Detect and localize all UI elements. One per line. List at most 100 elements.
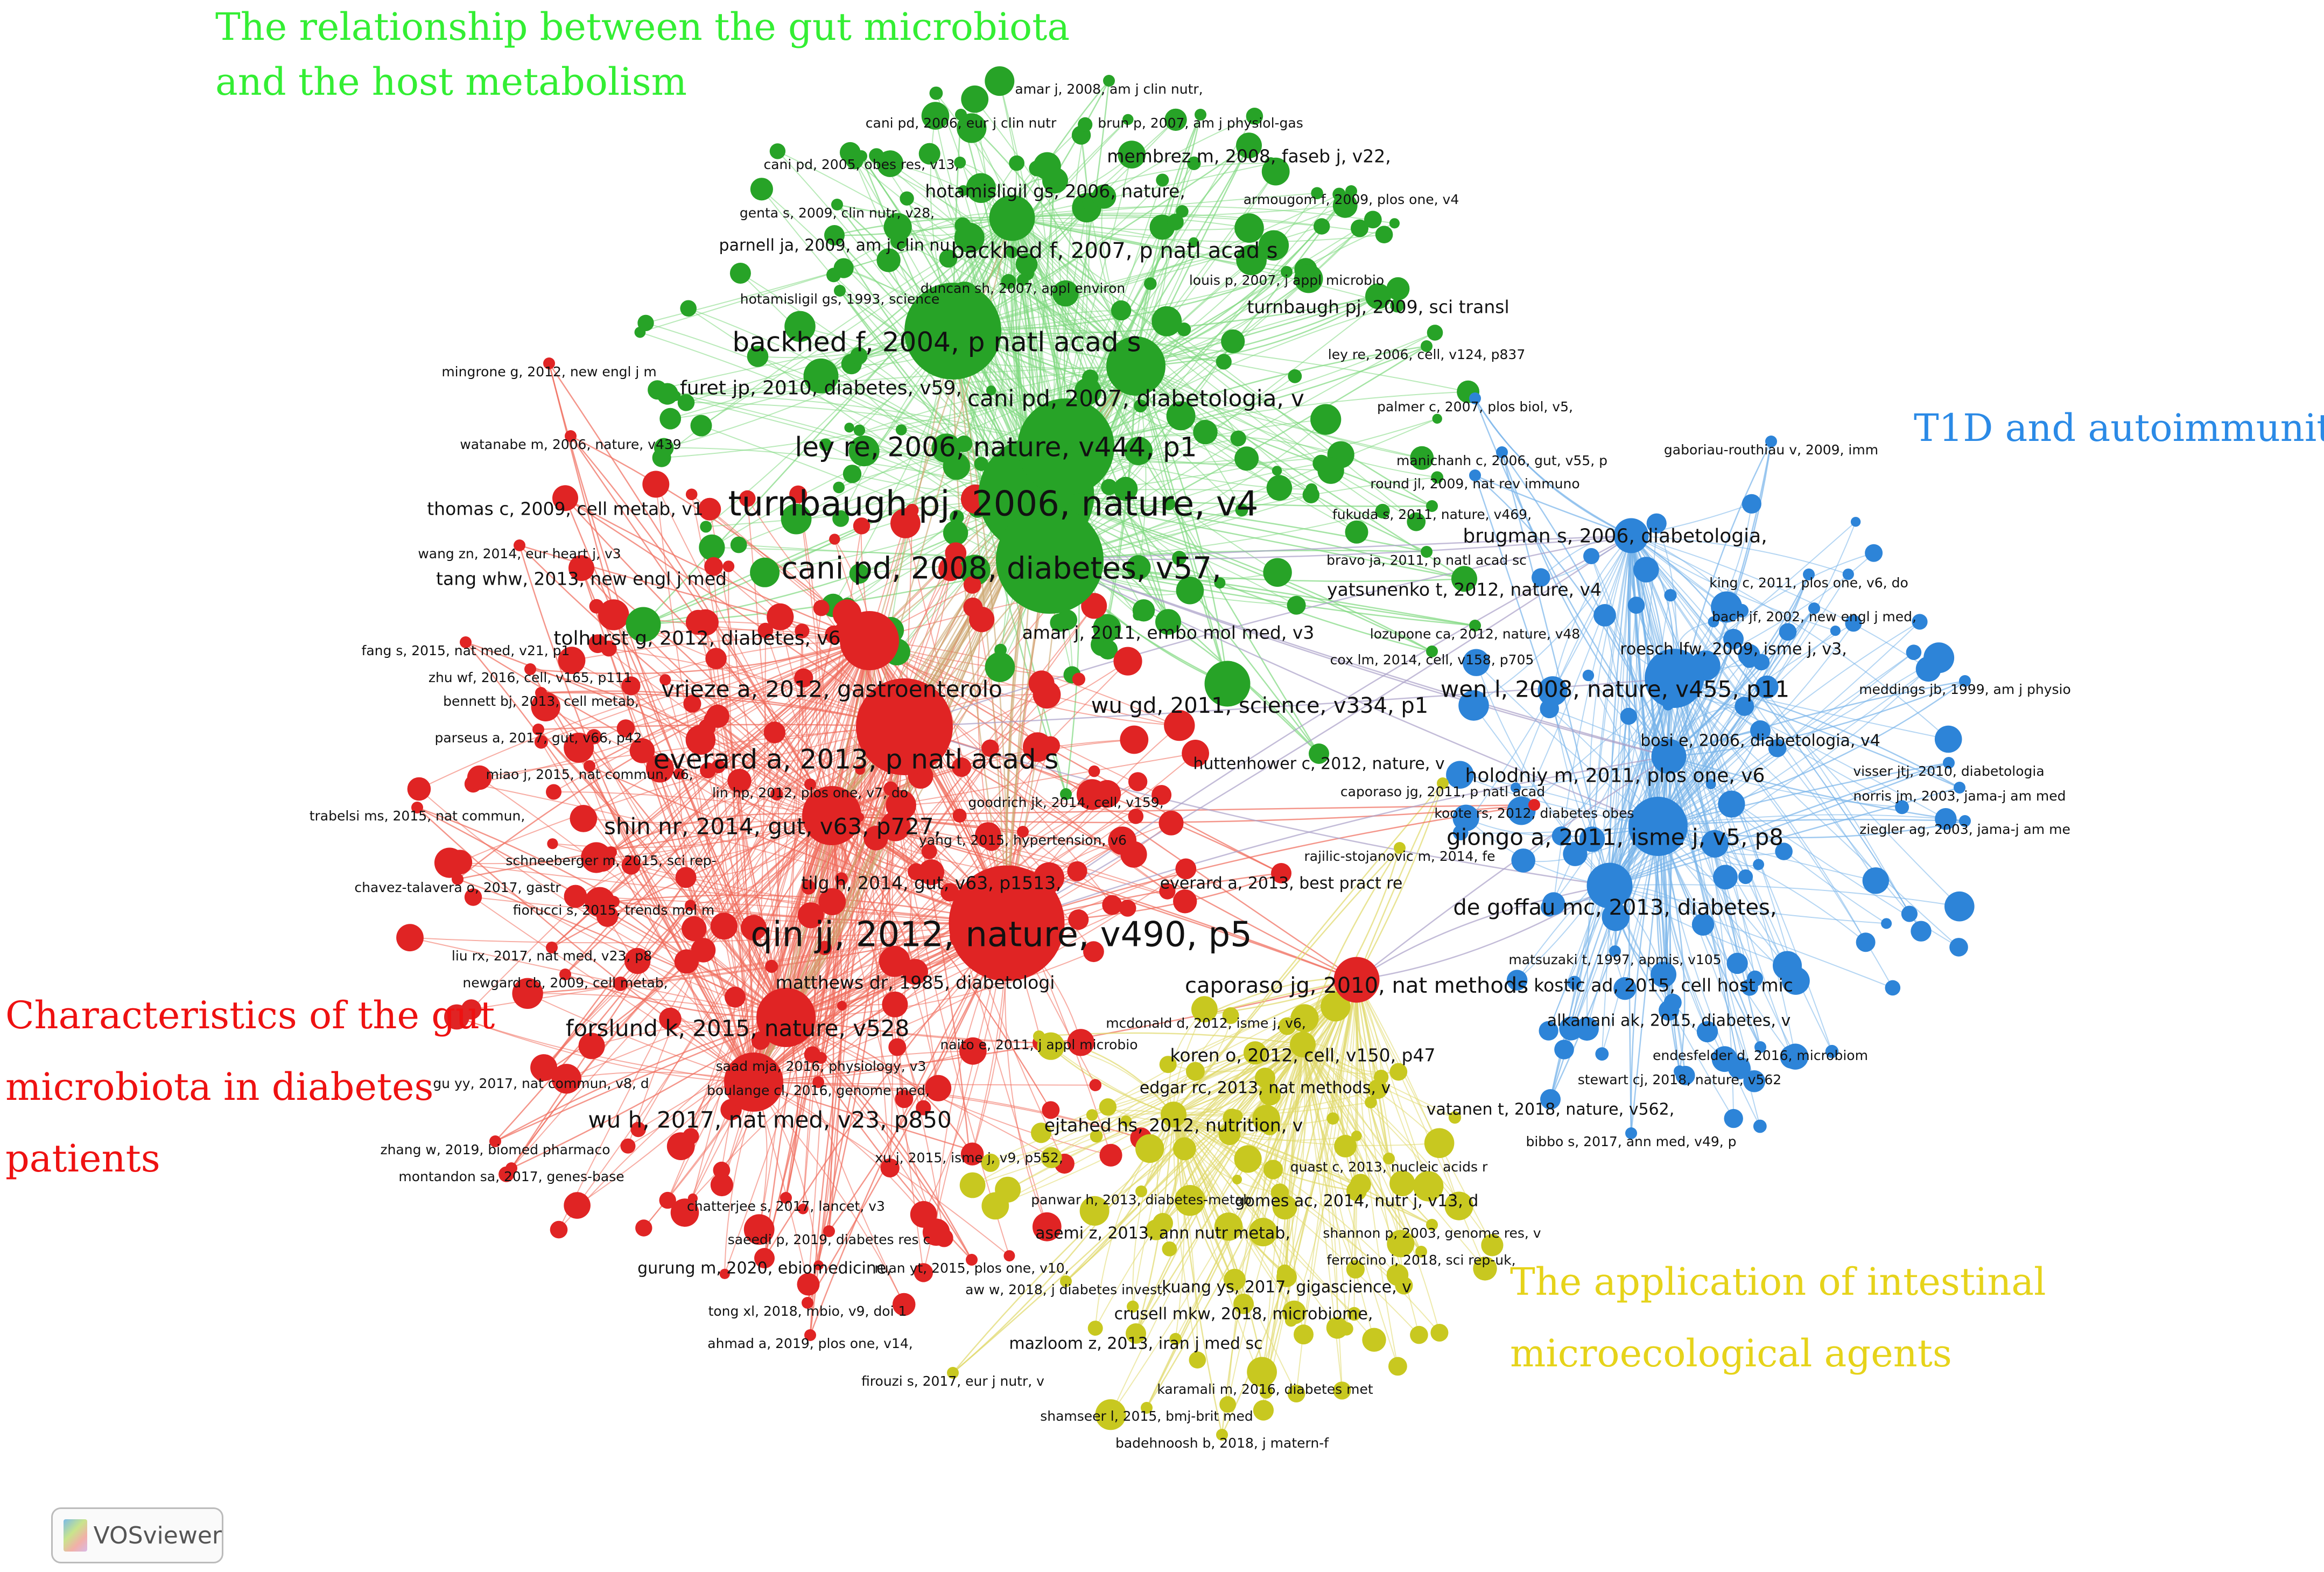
network-node[interactable] <box>1345 185 1357 197</box>
network-node[interactable] <box>1613 518 1649 553</box>
network-node[interactable] <box>1750 720 1771 741</box>
network-node[interactable] <box>1017 826 1029 838</box>
network-node[interactable] <box>411 802 423 813</box>
network-node[interactable] <box>804 1329 816 1341</box>
network-node[interactable] <box>552 485 578 511</box>
network-node[interactable] <box>949 865 1065 981</box>
network-node[interactable] <box>1628 797 1688 856</box>
network-node[interactable] <box>514 539 525 551</box>
network-node[interactable] <box>1309 743 1329 764</box>
network-node[interactable] <box>812 1076 824 1088</box>
network-node[interactable] <box>1451 566 1477 592</box>
network-node[interactable] <box>535 687 547 699</box>
network-node[interactable] <box>505 1162 517 1174</box>
network-node[interactable] <box>1394 842 1406 854</box>
network-node[interactable] <box>1469 469 1481 481</box>
network-node[interactable] <box>1959 675 1971 687</box>
network-node[interactable] <box>1421 546 1433 558</box>
network-node[interactable] <box>831 199 843 210</box>
network-node[interactable] <box>823 1225 835 1237</box>
network-node[interactable] <box>1528 799 1540 811</box>
network-node[interactable] <box>996 506 1104 614</box>
network-node[interactable] <box>626 607 661 642</box>
network-node[interactable] <box>1126 1323 1146 1344</box>
network-node[interactable] <box>605 846 617 858</box>
network-node[interactable] <box>543 357 555 369</box>
network-node[interactable] <box>1437 777 1449 789</box>
network-node[interactable] <box>1808 602 1820 614</box>
network-node[interactable] <box>834 285 846 297</box>
network-node[interactable] <box>1033 1030 1045 1042</box>
network-node[interactable] <box>1651 962 1676 988</box>
network-node[interactable] <box>608 896 620 908</box>
network-node[interactable] <box>1954 782 1965 794</box>
network-node[interactable] <box>568 555 594 581</box>
network-node[interactable] <box>955 109 967 121</box>
network-node[interactable] <box>524 663 536 675</box>
network-node[interactable] <box>855 150 867 162</box>
network-node[interactable] <box>489 1135 501 1147</box>
network-node[interactable] <box>1469 392 1481 404</box>
network-node[interactable] <box>1216 1429 1228 1441</box>
network-node[interactable] <box>1383 1153 1395 1164</box>
network-node[interactable] <box>904 283 1001 380</box>
network-node[interactable] <box>1645 649 1704 708</box>
network-node[interactable] <box>802 1297 813 1309</box>
network-node[interactable] <box>1540 1089 1561 1110</box>
network-node[interactable] <box>1415 1246 1427 1258</box>
network-node[interactable] <box>1135 1185 1147 1197</box>
network-node[interactable] <box>1421 340 1433 352</box>
network-node[interactable] <box>803 358 839 394</box>
network-node[interactable] <box>947 1367 959 1379</box>
network-node[interactable] <box>1426 645 1438 657</box>
network-node[interactable] <box>1586 862 1633 909</box>
network-node[interactable] <box>1017 398 1114 495</box>
network-node[interactable] <box>824 225 845 245</box>
network-node[interactable] <box>1017 274 1029 286</box>
network-node[interactable] <box>1060 788 1072 800</box>
network-node[interactable] <box>1651 739 1687 774</box>
network-node[interactable] <box>856 678 953 775</box>
network-node[interactable] <box>1674 1065 1686 1077</box>
network-node[interactable] <box>804 778 816 790</box>
network-node[interactable] <box>1153 1213 1173 1233</box>
network-node[interactable] <box>989 195 1035 241</box>
network-node[interactable] <box>1609 945 1621 957</box>
network-node[interactable] <box>1959 815 1971 827</box>
network-node[interactable] <box>532 724 544 735</box>
network-node[interactable] <box>1060 1275 1072 1287</box>
network-node[interactable] <box>966 1254 978 1266</box>
network-node[interactable] <box>902 959 928 985</box>
network-node[interactable] <box>1200 1009 1212 1021</box>
network-node[interactable] <box>535 1069 547 1081</box>
network-node[interactable] <box>918 859 944 886</box>
network-node[interactable] <box>1259 1375 1271 1387</box>
network-node[interactable] <box>1195 109 1206 121</box>
network-node[interactable] <box>724 1052 783 1112</box>
network-node[interactable] <box>1625 1127 1637 1139</box>
network-node[interactable] <box>780 1192 792 1204</box>
network-node[interactable] <box>460 636 472 648</box>
network-node[interactable] <box>1155 609 1181 635</box>
network-node[interactable] <box>1496 446 1508 458</box>
network-node[interactable] <box>1426 500 1438 512</box>
network-node[interactable] <box>1106 336 1165 396</box>
network-node[interactable] <box>1141 1402 1153 1414</box>
network-node[interactable] <box>840 611 899 670</box>
network-node[interactable] <box>1204 661 1251 707</box>
network-node[interactable] <box>1103 75 1115 87</box>
network-node[interactable] <box>1365 283 1391 310</box>
network-node[interactable] <box>559 969 571 980</box>
network-node[interactable] <box>756 988 816 1047</box>
network-node[interactable] <box>1803 569 1815 580</box>
network-node[interactable] <box>1754 1041 1766 1053</box>
network-node[interactable] <box>1723 629 1744 649</box>
network-node[interactable] <box>1255 1068 1275 1088</box>
network-node[interactable] <box>1765 436 1777 447</box>
network-node[interactable] <box>963 1143 975 1155</box>
network-node[interactable] <box>1943 757 1955 769</box>
network-node[interactable] <box>584 760 595 772</box>
network-node[interactable] <box>1236 132 1262 159</box>
network-node[interactable] <box>802 786 861 845</box>
network-node[interactable] <box>1659 1000 1679 1021</box>
